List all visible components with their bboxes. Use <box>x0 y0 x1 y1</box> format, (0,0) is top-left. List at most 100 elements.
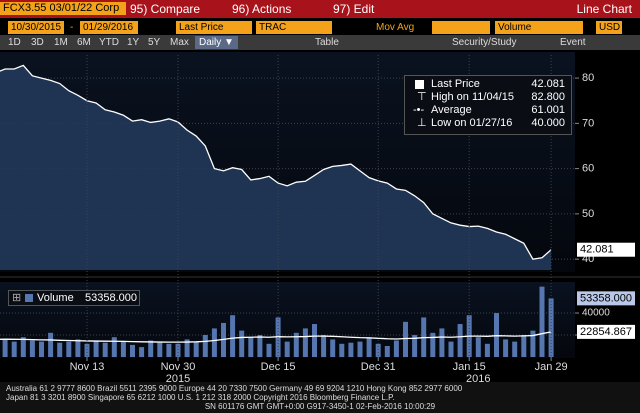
mov-avg-label: Mov Avg <box>376 22 415 33</box>
x-tick-label: Nov 13 <box>70 361 105 373</box>
last-value-label: 22854.867 <box>580 326 632 338</box>
volume-bar <box>339 343 345 357</box>
volume-bar <box>75 339 81 357</box>
volume-bar <box>266 343 272 357</box>
volume-bar <box>11 341 17 357</box>
compare-button[interactable]: 95) Compare <box>130 2 201 16</box>
last-value-tag <box>577 291 635 306</box>
volume-bar <box>66 341 72 357</box>
legend-value: 61.001 <box>531 104 565 116</box>
legend-icon: ⊥ <box>417 117 427 129</box>
volume-bar <box>293 332 299 357</box>
volume-bar <box>193 341 199 357</box>
x-tick-label: Jan 29 <box>535 361 568 373</box>
y-tick-label: 80 <box>582 72 594 84</box>
legend-row: Last Price 42.081 <box>405 78 571 91</box>
volume-bar <box>439 328 445 357</box>
legend-label: Low on 01/27/16 <box>431 117 513 129</box>
edit-button[interactable]: 97) Edit <box>333 2 375 16</box>
period-button[interactable]: 6M <box>77 37 91 48</box>
volume-legend: ⊞ Volume 53358.000 <box>8 290 140 306</box>
volume-bar <box>130 344 135 357</box>
legend-swatch <box>415 80 424 89</box>
plot-area <box>0 286 575 357</box>
line <box>0 331 552 343</box>
legend-label: High on 11/04/15 <box>431 91 514 103</box>
legend-icon: -•- <box>413 104 425 116</box>
plot-area <box>0 64 575 270</box>
legend-value: 82.800 <box>531 91 565 103</box>
period-button[interactable]: 1Y <box>127 37 140 48</box>
volume-bar <box>166 343 172 357</box>
volume-bar <box>457 324 463 357</box>
x-tick-label: Nov 30 <box>161 361 196 373</box>
period-button[interactable]: 1M <box>54 37 68 48</box>
volume-bar <box>484 343 490 357</box>
volume-bar <box>29 340 35 357</box>
legend-label: Last Price <box>431 78 480 90</box>
volume-bar <box>330 339 336 357</box>
actions-button[interactable]: 96) Actions <box>232 2 292 16</box>
volume-bar <box>539 286 545 357</box>
date-separator: - <box>70 22 74 33</box>
period-button[interactable]: 3D <box>31 37 44 48</box>
volume-bar <box>284 341 290 357</box>
y-tick-label: 50 <box>582 208 594 220</box>
period-button[interactable]: Max <box>170 37 189 48</box>
volume-bar <box>202 335 208 357</box>
volume-bar <box>102 342 108 357</box>
lower-field[interactable]: Volume <box>495 21 583 34</box>
security-field[interactable]: FCX3.55 03/01/22 Corp <box>0 2 126 15</box>
volume-bar <box>521 335 527 357</box>
price-field[interactable]: Last Price <box>176 21 252 34</box>
period-button[interactable]: YTD <box>99 37 119 48</box>
volume-bar <box>2 339 8 357</box>
study-field[interactable]: TRAC <box>256 21 332 34</box>
legend-row: -•- Average 61.001 <box>405 104 571 117</box>
volume-bar <box>503 339 509 357</box>
volume-bar <box>312 324 317 357</box>
volume-bar <box>366 337 372 357</box>
volume-bar <box>530 330 536 357</box>
volume-bar <box>111 337 117 357</box>
x-tick-label: Dec 15 <box>261 361 296 373</box>
last-value-label: 42.081 <box>580 244 614 256</box>
volume-bar <box>239 330 245 357</box>
volume-bar <box>348 342 354 357</box>
period-button[interactable]: 1D <box>8 37 21 48</box>
frequency-dropdown[interactable]: Daily ▼ <box>195 36 238 49</box>
security-study-button[interactable]: Security/Study <box>452 37 517 48</box>
footer: Australia 61 2 9777 8600 Brazil 5511 239… <box>0 382 640 413</box>
table-button[interactable]: Table <box>315 37 339 48</box>
legend-row: ⊤ High on 11/04/15 82.800 <box>405 91 571 104</box>
volume-bar <box>93 340 99 357</box>
range-bar: 10/30/2015 - 01/29/2016 Last Price TRAC … <box>0 19 640 35</box>
volume-bar <box>248 337 254 357</box>
volume-bar <box>494 313 499 357</box>
volume-bar <box>475 337 481 357</box>
x-tick-label: Jan 15 <box>453 361 486 373</box>
volume-bar <box>148 340 154 357</box>
x-tick-label: Dec 31 <box>361 361 396 373</box>
end-date[interactable]: 01/29/2016 <box>80 21 138 34</box>
footer-line: Australia 61 2 9777 8600 Brazil 5511 239… <box>6 384 463 393</box>
volume-bar <box>384 346 390 357</box>
volume-bar <box>412 335 418 357</box>
year-label: 2015 <box>166 373 190 382</box>
volume-bar <box>20 337 26 357</box>
period-button[interactable]: 5Y <box>148 37 161 48</box>
legend-value: 53358.000 <box>85 292 137 304</box>
currency-field[interactable]: USD <box>596 21 622 34</box>
start-date[interactable]: 10/30/2015 <box>8 21 64 34</box>
volume-bar <box>139 347 145 357</box>
event-button[interactable]: Event <box>560 37 586 48</box>
volume-bar <box>39 341 44 357</box>
volume-bar <box>48 332 54 357</box>
volume-bar <box>157 342 163 357</box>
y-tick-label: 70 <box>582 117 594 129</box>
mov-avg-field[interactable] <box>432 21 490 34</box>
footer-line: SN 601176 GMT GMT+0:00 G917-3450-1 02-Fe… <box>204 402 436 411</box>
volume-bar <box>512 341 518 357</box>
legend-toggle[interactable]: ⊞ <box>12 292 22 304</box>
